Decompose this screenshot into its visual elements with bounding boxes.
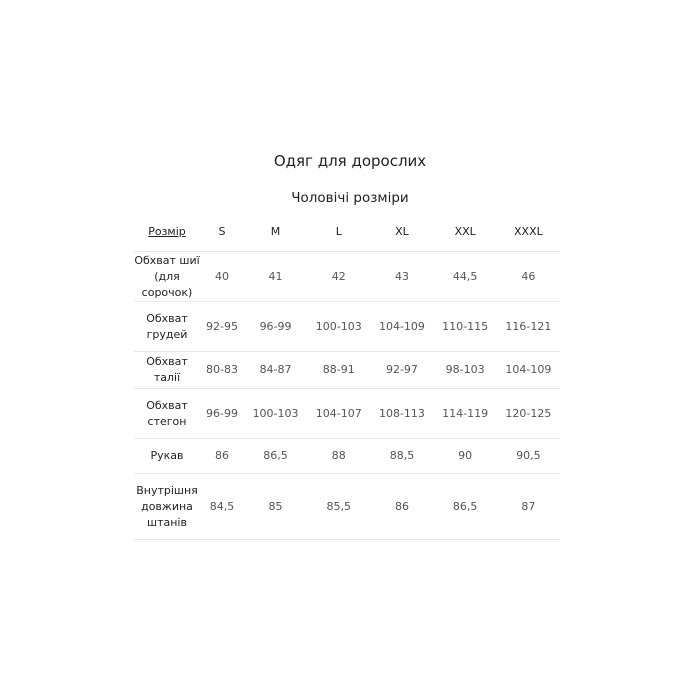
header-size-link[interactable]: Розмір	[134, 213, 200, 252]
section-subtitle: Чоловічі розміри	[291, 190, 409, 206]
header-xxl: XXL	[433, 213, 497, 252]
cell-value: 86	[370, 473, 434, 540]
cell-value: 100-103	[243, 388, 308, 439]
cell-value: 84,5	[200, 473, 244, 540]
cell-value: 104-109	[370, 301, 434, 352]
cell-value: 85	[243, 473, 308, 540]
cell-value: 46	[496, 251, 560, 302]
cell-value: 43	[370, 251, 434, 302]
header-xl: XL	[370, 213, 434, 252]
table-row: Обхват стегон 96-99 100-103 104-107 108-113 1…	[134, 388, 560, 439]
row-label: Внутрішня довжина штанів	[134, 473, 200, 540]
cell-value: 120-125	[496, 388, 560, 439]
cell-value: 110-115	[433, 301, 497, 352]
row-label: Обхват грудей	[134, 301, 200, 352]
table-row: Обхват грудей 92-95 96-99 100-103 104-109 110…	[134, 301, 560, 352]
cell-value: 90	[433, 438, 497, 474]
row-label: Рукав	[134, 438, 200, 474]
cell-value: 44,5	[433, 251, 497, 302]
cell-value: 85,5	[307, 473, 371, 540]
cell-value: 88-91	[307, 351, 371, 389]
cell-value: 90,5	[496, 438, 560, 474]
cell-value: 100-103	[307, 301, 371, 352]
cell-value: 108-113	[370, 388, 434, 439]
cell-value: 86	[200, 438, 244, 474]
page-title: Одяг для дорослих	[273, 152, 427, 170]
cell-value: 88,5	[370, 438, 434, 474]
cell-value: 84-87	[243, 351, 308, 389]
table-row: Обхват шиї (для сорочок) 40 41 42 43 44,5 46	[134, 251, 560, 302]
cell-value: 80-83	[200, 351, 244, 389]
cell-value: 41	[243, 251, 308, 302]
cell-value: 42	[307, 251, 371, 302]
cell-value: 98-103	[433, 351, 497, 389]
cell-value: 92-95	[200, 301, 244, 352]
cell-value: 114-119	[433, 388, 497, 439]
row-label: Обхват шиї (для сорочок)	[134, 251, 200, 302]
size-table: Розмір S M L XL XXL XXXL Обхват шиї (для…	[134, 213, 560, 540]
cell-value: 88	[307, 438, 371, 474]
cell-value: 86,5	[433, 473, 497, 540]
cell-value: 104-107	[307, 388, 371, 439]
cell-value: 92-97	[370, 351, 434, 389]
cell-value: 40	[200, 251, 244, 302]
cell-value: 96-99	[243, 301, 308, 352]
cell-value: 116-121	[496, 301, 560, 352]
cell-value: 87	[496, 473, 560, 540]
row-label: Обхват талії	[134, 351, 200, 389]
header-xxxl: XXXL	[496, 213, 560, 252]
table-header-row: Розмір S M L XL XXL XXXL	[134, 213, 560, 252]
row-label: Обхват стегон	[134, 388, 200, 439]
cell-value: 96-99	[200, 388, 244, 439]
table-row: Обхват талії 80-83 84-87 88-91 92-97 98-103 10…	[134, 351, 560, 389]
table-row: Внутрішня довжина штанів 84,5 85 85,5 86 86,5…	[134, 473, 560, 540]
header-l: L	[307, 213, 371, 252]
header-s: S	[200, 213, 244, 252]
table-row: Рукав 86 86,5 88 88,5 90 90,5	[134, 438, 560, 474]
header-m: M	[243, 213, 308, 252]
cell-value: 104-109	[496, 351, 560, 389]
cell-value: 86,5	[243, 438, 308, 474]
